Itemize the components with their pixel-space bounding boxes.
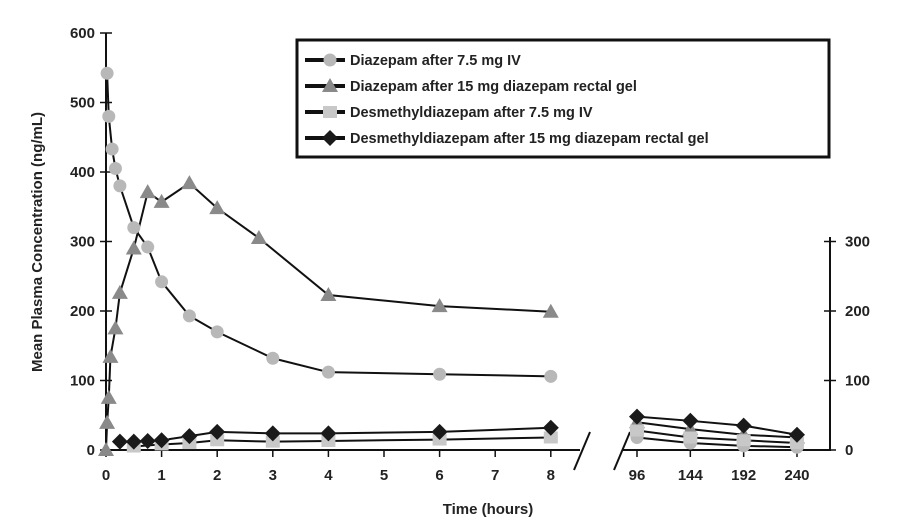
data-point-circle [155, 275, 169, 289]
series-line-1 [105, 181, 551, 451]
data-point-triangle [320, 287, 337, 302]
right-y-tick-label: 100 [845, 373, 870, 390]
legend-marker-diamond [322, 130, 338, 146]
legend-label: Desmethyldiazepam after 15 mg diazepam r… [350, 131, 709, 147]
data-point-triangle [107, 320, 124, 335]
right-y-tick-label: 200 [845, 303, 870, 320]
data-point-diamond [431, 423, 448, 440]
y-tick-label: 600 [70, 25, 95, 42]
y-tick-label: 300 [70, 234, 95, 251]
data-point-circle [141, 240, 155, 254]
data-point-diamond [264, 425, 281, 442]
data-point-diamond [111, 433, 128, 450]
data-point-diamond [789, 426, 805, 443]
data-point-circle [113, 179, 127, 193]
right-y-tick-label: 300 [845, 234, 870, 251]
data-point-circle [108, 162, 122, 176]
x-tick-label: 0 [102, 467, 110, 484]
x-axis-label: Time (hours) [443, 501, 534, 518]
x-tick-label: 6 [435, 467, 443, 484]
data-point-circle [102, 109, 116, 123]
x-tick-label: 3 [269, 467, 277, 484]
data-point-triangle [250, 230, 267, 245]
data-point-triangle [99, 414, 116, 429]
data-point-circle [210, 325, 224, 339]
data-point-diamond [181, 428, 198, 445]
y-axis-label: Mean Plasma Concentration (ng/mL) [29, 112, 46, 372]
data-point-diamond [542, 419, 559, 436]
y-tick-label: 200 [70, 303, 95, 320]
x-tick-label: 8 [547, 467, 555, 484]
legend-marker-circle [323, 53, 337, 67]
data-point-triangle [139, 184, 156, 199]
data-point-diamond [682, 412, 699, 429]
right-x-tick-label: 144 [678, 467, 704, 484]
legend-marker-square [323, 106, 337, 118]
data-point-circle [100, 66, 114, 80]
series-line-2-late [636, 429, 798, 445]
legend-marker-triangle [322, 78, 338, 92]
data-point-triangle [100, 389, 117, 404]
data-point-diamond [320, 425, 337, 442]
data-point-diamond [209, 423, 226, 440]
x-tick-label: 2 [213, 467, 221, 484]
data-point-square [736, 434, 751, 447]
right-y-tick-label: 0 [845, 442, 853, 459]
data-point-triangle [102, 348, 119, 363]
right-x-tick-label: 240 [784, 467, 809, 484]
x-tick-label: 1 [157, 467, 165, 484]
data-point-triangle [125, 240, 142, 255]
y-tick-label: 100 [70, 373, 95, 390]
data-point-square [630, 424, 644, 437]
data-point-circle [182, 309, 196, 323]
right-x-tick-label: 96 [629, 467, 646, 484]
axes: 0 100 200 300 400 500 600 0 100 200 300 0 1 2 3 4 5 6 7 8 96… [70, 25, 870, 484]
x-tick-label: 5 [380, 467, 388, 484]
x-tick-label: 4 [324, 467, 333, 484]
data-point-diamond [153, 432, 170, 449]
y-tick-label: 0 [87, 442, 95, 459]
data-point-triangle [542, 303, 559, 318]
series-line-3-late [636, 415, 798, 436]
data-point-triangle [111, 284, 128, 299]
data-point-circle [266, 351, 280, 365]
data-point-triangle [98, 442, 114, 456]
y-tick-label: 400 [70, 164, 95, 181]
data-point-triangle [181, 175, 198, 190]
data-point-circle [433, 367, 447, 381]
series-markers [98, 66, 805, 456]
data-point-circle [544, 369, 558, 383]
data-point-square [683, 431, 698, 444]
legend-label: Desmethyldiazepam after 7.5 mg IV [350, 105, 593, 121]
series-line-0-late [636, 436, 798, 449]
data-point-triangle [153, 193, 170, 208]
data-point-circle [127, 221, 141, 235]
data-point-square [210, 434, 225, 447]
data-point-triangle [209, 200, 226, 215]
data-point-square [543, 431, 558, 444]
legend-label: Diazepam after 7.5 mg IV [350, 53, 521, 69]
data-point-triangle [431, 298, 448, 313]
axis-break-left [573, 431, 591, 471]
y-tick-label: 500 [70, 95, 95, 112]
data-point-square [265, 435, 280, 448]
legend: Diazepam after 7.5 mg IV Diazepam after 1… [295, 38, 831, 159]
right-x-tick-label: 192 [731, 467, 756, 484]
data-point-circle [105, 142, 119, 156]
data-point-circle [321, 365, 335, 379]
series-line-1-late [636, 421, 798, 439]
legend-label: Diazepam after 15 mg diazepam rectal gel [350, 79, 637, 95]
data-point-diamond [735, 417, 752, 434]
data-point-diamond [629, 408, 645, 425]
x-tick-label: 7 [491, 467, 499, 484]
data-point-diamond [125, 433, 142, 450]
data-point-square [790, 437, 804, 450]
data-point-diamond [139, 432, 156, 449]
